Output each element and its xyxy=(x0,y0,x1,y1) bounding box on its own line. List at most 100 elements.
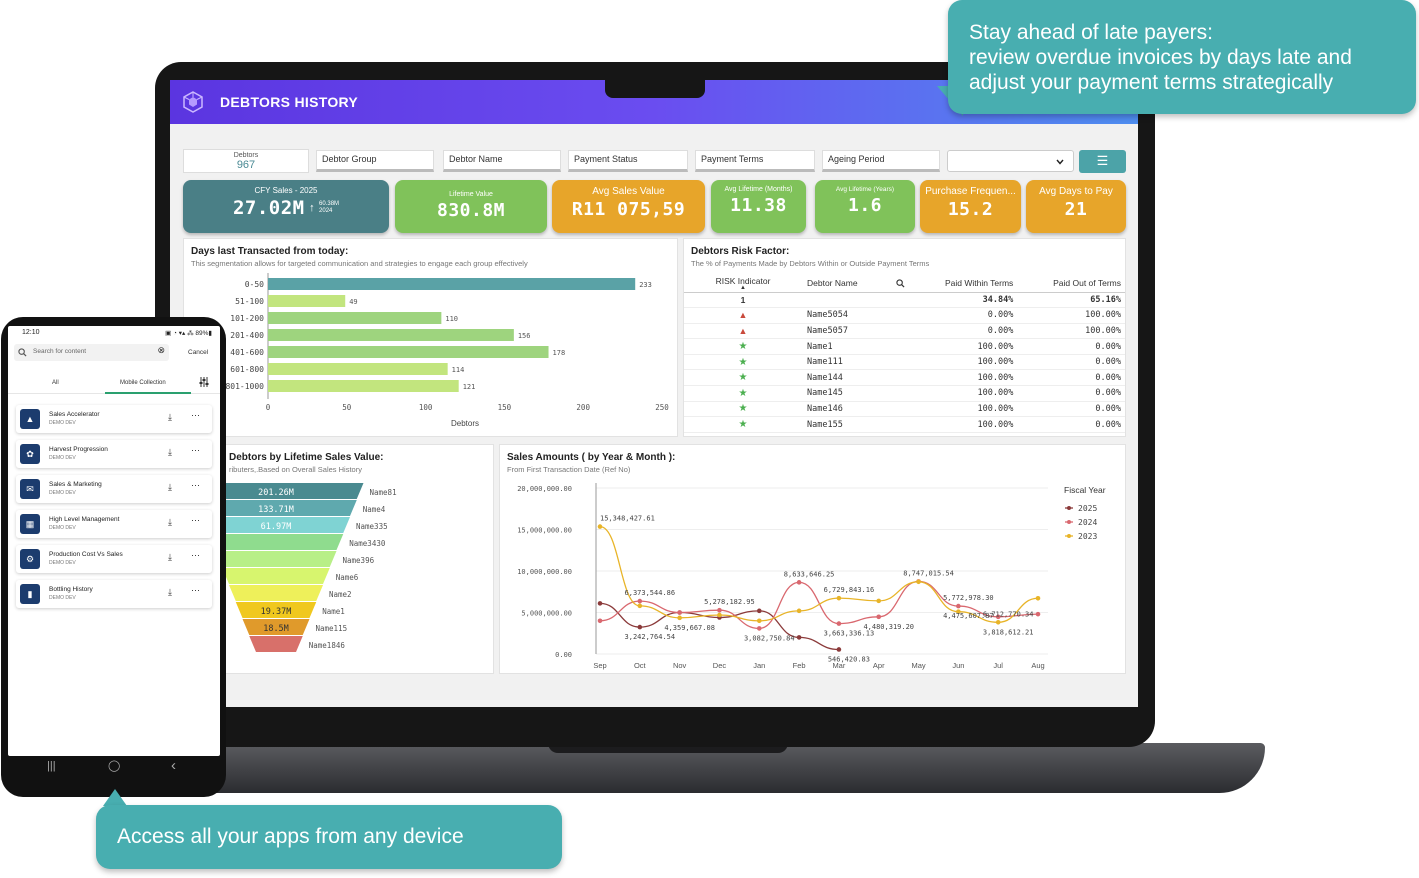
app-list-item[interactable]: ⚙ Production Cost Vs Sales DEMO DEV ⤓ ⋯ xyxy=(16,545,212,573)
app-name: Sales Accelerator xyxy=(49,411,100,418)
risk-row[interactable]: ★ Name111 100.00% 0.00% xyxy=(684,354,1125,371)
home-icon[interactable]: ◯ xyxy=(108,760,121,772)
data-label: 8,747,015.54 xyxy=(903,569,954,577)
app-list-item[interactable]: ▲ Sales Accelerator DEMO DEV ⤓ ⋯ xyxy=(16,405,212,433)
download-icon[interactable]: ⤓ xyxy=(168,412,172,422)
funnel-panel-title: Debtors by Lifetime Sales Value: xyxy=(229,452,384,463)
risk-row[interactable]: ▲ Name5057 0.00% 100.00% xyxy=(684,323,1125,340)
data-point xyxy=(876,598,882,604)
bar-category-label: 401-600 xyxy=(230,348,264,357)
kpi-cfy-sales[interactable]: CFY Sales - 2025 27.02M ↑ 60.38M 2024 xyxy=(183,180,389,233)
app-list-item[interactable]: ✉ Sales & Marketing DEMO DEV ⤓ ⋯ xyxy=(16,475,212,503)
bar xyxy=(268,295,346,307)
col-paid-within[interactable]: Paid Within Terms xyxy=(910,275,1019,293)
download-icon[interactable]: ⤓ xyxy=(168,447,172,457)
debtors-count-value: 967 xyxy=(236,159,256,171)
risk-row[interactable]: ★ Name155 100.00% 0.00% xyxy=(684,416,1125,433)
debtor-name: Name1 xyxy=(802,338,910,355)
filter-payment-terms[interactable]: Payment Terms xyxy=(695,150,815,172)
filter-debtor-group[interactable]: Debtor Group xyxy=(316,150,434,172)
funnel-category-label: Name1846 xyxy=(309,641,346,650)
filter-ageing-period[interactable]: Ageing Period xyxy=(822,150,940,172)
more-options-icon[interactable]: ⋯ xyxy=(191,445,200,455)
laptop-screen: DEBTORS HISTORY Debtors 967 Debtor Group… xyxy=(170,80,1138,707)
app-name: Bottling History xyxy=(49,586,93,593)
x-tick-label: Dec xyxy=(713,661,727,670)
tab-mobile-collection[interactable]: Mobile Collection xyxy=(120,380,166,386)
download-icon[interactable]: ⤓ xyxy=(168,587,172,597)
download-icon[interactable]: ⤓ xyxy=(168,482,172,492)
more-options-icon[interactable]: ⋯ xyxy=(191,480,200,490)
app-list-item[interactable]: ✿ Harvest Progression DEMO DEV ⤓ ⋯ xyxy=(16,440,212,468)
debtor-name: Name5057 xyxy=(802,323,910,340)
clear-icon[interactable]: ⊗ xyxy=(157,345,165,355)
kpi-lifetime-value[interactable]: Lifetime Value 830.8M xyxy=(395,180,547,233)
data-point xyxy=(677,615,682,621)
risk-row[interactable]: ▲ Name5054 0.00% 100.00% xyxy=(684,307,1125,324)
x-tick-label: 100 xyxy=(419,403,433,412)
x-tick-label: Mar xyxy=(832,661,845,670)
paid-within: 100.00% xyxy=(910,354,1019,371)
filter-dropdown[interactable] xyxy=(947,150,1074,172)
risk-row[interactable]: ★ Name145 100.00% 0.00% xyxy=(684,385,1125,402)
legend-marker xyxy=(1067,534,1071,538)
x-tick-label: Jul xyxy=(993,661,1003,670)
col-paid-out[interactable]: Paid Out of Terms xyxy=(1018,275,1125,293)
risk-row[interactable]: ★ Name1 100.00% 0.00% xyxy=(684,338,1125,355)
col-debtor-name[interactable]: Debtor Name xyxy=(802,275,910,293)
risk-row[interactable]: ★ Name144 100.00% 0.00% xyxy=(684,369,1125,387)
data-point xyxy=(995,614,1001,620)
phone-search-placeholder: Search for content xyxy=(33,348,87,355)
app-name: Harvest Progression xyxy=(49,446,108,453)
more-options-icon[interactable]: ⋯ xyxy=(191,410,200,420)
kpi-avg-lifetime-years[interactable]: Avg Lifetime (Years) 1.6 xyxy=(815,180,915,233)
tab-all[interactable]: All xyxy=(52,380,59,386)
recent-apps-icon[interactable]: ||| xyxy=(47,760,56,772)
risk-row[interactable]: ★ Name146 100.00% 0.00% xyxy=(684,401,1125,418)
paid-within: 100.00% xyxy=(910,385,1019,402)
callout-top-line1: Stay ahead of late payers: xyxy=(969,21,1213,44)
funnel-category-label: Name1 xyxy=(322,607,345,616)
bar xyxy=(268,363,448,375)
phone-status-icons: ▣ ◔ ▾▴ ⁂ 89%▮ xyxy=(165,330,212,337)
x-tick-label: 50 xyxy=(342,403,352,412)
legend-entry: 2025 xyxy=(1078,504,1097,513)
phone-cancel-button[interactable]: Cancel xyxy=(188,349,209,356)
data-point xyxy=(836,621,842,626)
col-risk-indicator[interactable]: RISK Indicator ▲ xyxy=(684,275,802,293)
bar xyxy=(268,329,514,341)
app-space: DEMO DEV xyxy=(49,455,76,461)
menu-button[interactable]: ☰ xyxy=(1079,150,1126,173)
kpi-avg-sales[interactable]: Avg Sales Value R11 075,59 xyxy=(552,180,705,233)
funnel-value-label: 201.26M xyxy=(258,488,294,498)
star-icon: ★ xyxy=(684,354,802,371)
phone-search-input[interactable]: Search for content ⊗ xyxy=(14,344,169,361)
kpi-purchase-frequency[interactable]: Purchase Frequen... 15.2 xyxy=(920,180,1021,233)
search-icon[interactable] xyxy=(896,279,905,288)
kpi-avg-days-to-pay[interactable]: Avg Days to Pay 21 xyxy=(1026,180,1126,233)
download-icon[interactable]: ⤓ xyxy=(168,517,172,527)
sliders-icon[interactable] xyxy=(198,376,210,388)
more-options-icon[interactable]: ⋯ xyxy=(191,515,200,525)
more-options-icon[interactable]: ⋯ xyxy=(191,585,200,595)
chevron-down-icon xyxy=(1056,159,1064,165)
bar xyxy=(268,312,442,324)
x-tick-label: Aug xyxy=(1031,661,1044,670)
download-icon[interactable]: ⤓ xyxy=(168,552,172,562)
risk-factor-panel: Debtors Risk Factor: The % of Payments M… xyxy=(683,238,1126,437)
harvest-icon: ✿ xyxy=(20,444,40,464)
debtor-name: Name5054 xyxy=(802,307,910,324)
total-out: 65.16% xyxy=(1018,292,1125,309)
data-point xyxy=(836,647,842,652)
debtors-count-box[interactable]: Debtors 967 xyxy=(183,149,309,173)
sales-panel-title: Sales Amounts ( by Year & Month ): xyxy=(507,452,676,463)
kpi-avg-lifetime-months[interactable]: Avg Lifetime (Months) 11.38 xyxy=(711,180,806,233)
legend-entry: 2024 xyxy=(1078,518,1097,527)
back-icon[interactable]: ‹ xyxy=(171,757,176,774)
more-options-icon[interactable]: ⋯ xyxy=(191,550,200,560)
days-bar-chart: Collection B...0-5023351-10049101-200110… xyxy=(197,273,669,428)
app-list-item[interactable]: ▦ High Level Management DEMO DEV ⤓ ⋯ xyxy=(16,510,212,538)
app-list-item[interactable]: ▮ Bottling History DEMO DEV ⤓ ⋯ xyxy=(16,580,212,608)
filter-payment-status[interactable]: Payment Status xyxy=(568,150,688,172)
filter-debtor-name[interactable]: Debtor Name xyxy=(443,150,561,172)
